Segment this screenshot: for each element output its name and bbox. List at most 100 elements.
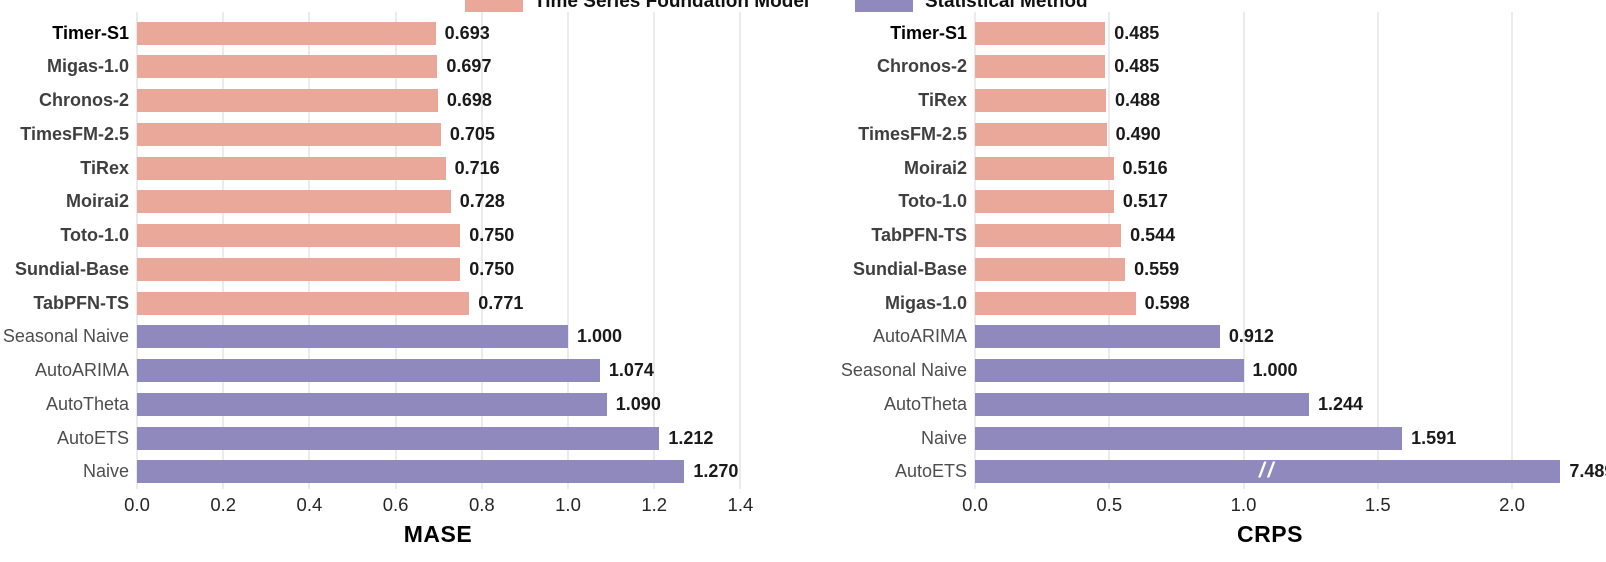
bar xyxy=(975,122,1107,146)
gridline xyxy=(739,12,742,489)
bar-value-label: 1.270 xyxy=(693,461,739,482)
bar-value-label: 0.517 xyxy=(1122,191,1168,212)
bar xyxy=(975,426,1403,450)
bar-value-label: 1.074 xyxy=(608,360,654,380)
x-tick-label: 0.8 xyxy=(468,494,495,515)
bar-label: Moirai2 xyxy=(65,191,129,212)
bar-label: TimesFM-2.5 xyxy=(858,123,967,144)
x-tick-label: 0.2 xyxy=(210,494,237,515)
bar-value-label: 0.516 xyxy=(1122,157,1168,178)
bar-label: TabPFN-TS xyxy=(33,292,129,313)
bar xyxy=(137,89,438,112)
axis-break-mark: // xyxy=(1258,459,1277,483)
bar: // xyxy=(975,459,1561,484)
bar-value-label: 0.750 xyxy=(469,258,515,279)
legend-item-statistical: Statistical Method xyxy=(855,0,1155,12)
bar-label: Naive xyxy=(920,427,967,448)
bar-value-label: 0.485 xyxy=(1114,22,1160,43)
gridline xyxy=(222,12,225,489)
bar-value-label: 0.716 xyxy=(454,157,500,178)
bar xyxy=(975,257,1126,281)
bar-label: Migas-1.0 xyxy=(884,292,967,313)
bar xyxy=(975,359,1244,382)
x-tick-label: 0.0 xyxy=(124,494,150,515)
bar-label: Moirai2 xyxy=(903,157,967,178)
bar-label: Chronos-2 xyxy=(39,90,129,110)
bar xyxy=(137,55,438,79)
bar xyxy=(137,359,600,382)
bar xyxy=(137,426,660,450)
bar-label: AutoARIMA xyxy=(872,326,967,347)
bar-value-label: 1.212 xyxy=(668,427,714,448)
bar-label: Timer-S1 xyxy=(890,22,967,43)
x-tick-label: 1.0 xyxy=(1230,494,1257,515)
bar-value-label: 0.559 xyxy=(1134,258,1180,279)
bar-label: AutoTheta xyxy=(45,393,129,414)
bar-value-label: 7.489 xyxy=(1569,461,1606,482)
bar-label: Chronos-2 xyxy=(877,56,967,77)
gridline xyxy=(480,12,483,489)
bar-value-label: 0.544 xyxy=(1130,225,1176,245)
bar-value-label: 0.693 xyxy=(444,22,490,43)
bar xyxy=(137,291,470,315)
bar-label: TiRex xyxy=(918,90,967,110)
gridline xyxy=(136,12,138,489)
bar-value-label: 0.488 xyxy=(1115,90,1161,110)
bar-label: Sundial-Base xyxy=(14,258,129,279)
legend: Time Series Foundation Model Statistical… xyxy=(0,0,1606,13)
bar xyxy=(975,89,1107,112)
bar-label: Naive xyxy=(82,461,129,482)
x-tick-label: 0.5 xyxy=(1096,494,1123,515)
bar-value-label: 0.598 xyxy=(1144,292,1190,313)
bar xyxy=(975,224,1122,247)
gridline xyxy=(974,12,976,489)
gridline xyxy=(394,12,397,489)
bar-label: Toto-1.0 xyxy=(60,225,129,245)
bar-label: Toto-1.0 xyxy=(898,191,967,212)
gridline xyxy=(653,12,656,489)
bar-value-label: 0.912 xyxy=(1228,326,1274,347)
x-tick-label: 0.6 xyxy=(382,494,409,515)
x-axis-title-mase: MASE xyxy=(403,521,473,547)
bar-label: TiRex xyxy=(80,157,129,178)
bar-label: AutoARIMA xyxy=(34,360,129,380)
bar-label: Timer-S1 xyxy=(52,22,129,43)
legend-label-statistical: Statistical Method xyxy=(925,0,1088,12)
bar xyxy=(975,392,1309,416)
x-tick-label: 1.5 xyxy=(1364,494,1391,515)
x-tick-label: 0.4 xyxy=(296,494,323,515)
foundation-color-swatch xyxy=(465,0,523,12)
bar xyxy=(137,460,685,484)
bar-label: Seasonal Naive xyxy=(840,360,967,380)
bar-label: Migas-1.0 xyxy=(46,56,129,77)
bar-value-label: 0.750 xyxy=(469,225,515,245)
bar-value-label: 0.490 xyxy=(1115,123,1161,144)
bar-label: TimesFM-2.5 xyxy=(20,123,129,144)
bar-value-label: 1.244 xyxy=(1318,393,1364,414)
bar-value-label: 0.771 xyxy=(478,292,524,313)
x-tick-label: 2.0 xyxy=(1499,494,1525,515)
bar-value-label: 0.697 xyxy=(446,56,492,77)
bar-value-label: 1.090 xyxy=(615,393,661,414)
bar-value-label: 0.705 xyxy=(449,123,495,144)
x-axis-title-crps: CRPS xyxy=(1237,521,1303,547)
bar xyxy=(975,325,1220,349)
bar xyxy=(975,55,1106,79)
bar xyxy=(137,190,451,214)
bar xyxy=(137,21,436,45)
bar-label: TabPFN-TS xyxy=(871,225,967,245)
bar-value-label: 0.728 xyxy=(459,191,505,212)
statistical-color-swatch xyxy=(855,0,913,12)
bar-label: Sundial-Base xyxy=(852,258,967,279)
legend-item-foundation: Time Series Foundation Model xyxy=(465,0,865,12)
gridline xyxy=(308,12,311,489)
x-tick-label: 1.2 xyxy=(641,494,668,515)
bar xyxy=(975,291,1136,315)
bar xyxy=(975,21,1106,45)
legend-label-foundation: Time Series Foundation Model xyxy=(534,0,810,12)
bar-value-label: 0.485 xyxy=(1114,56,1160,77)
x-tick-label: 1.0 xyxy=(555,494,581,515)
